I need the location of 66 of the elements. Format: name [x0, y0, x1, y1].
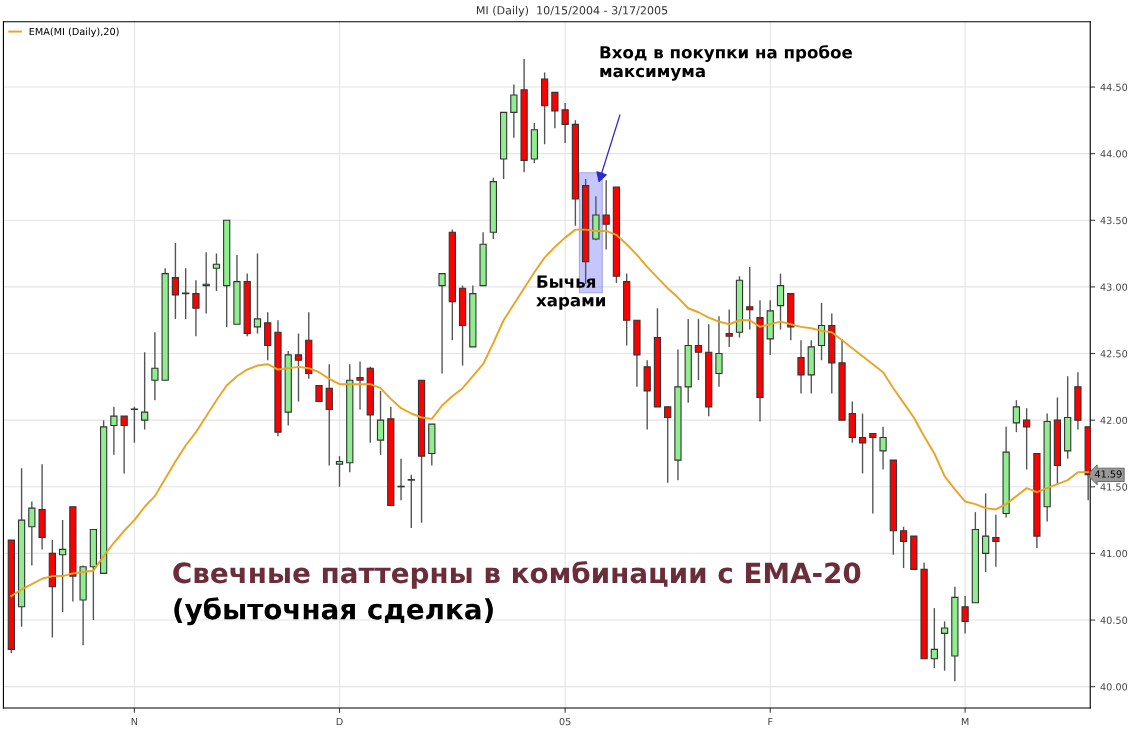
y-tick-label: 40.50: [1100, 616, 1128, 624]
candlestick: [643, 359, 651, 431]
chart-title: MI (Daily) 10/15/2004 - 3/17/2005: [476, 5, 668, 17]
candlestick: [961, 595, 969, 635]
text: 41.59: [1094, 470, 1122, 478]
y-tick-label: 43.00: [1100, 283, 1128, 291]
candlestick: [438, 272, 446, 375]
candlestick: [981, 492, 990, 573]
candlestick: [325, 363, 333, 467]
candlestick: [879, 426, 887, 471]
candlestick: [253, 252, 262, 335]
annotation: Вход в покупки на пробое максимума: [600, 45, 853, 81]
y-tick-label: 42.50: [1100, 350, 1128, 358]
candlestick: [510, 83, 518, 139]
annotation: (убыточная сделка): [174, 597, 493, 626]
candlestick: [212, 252, 221, 292]
y-tick-label: 44.50: [1100, 83, 1128, 91]
y-tick-label: 40.00: [1100, 683, 1128, 691]
annotation: Бычья харами: [536, 275, 606, 310]
x-tick-label: F: [768, 718, 773, 726]
candlestick: [858, 412, 867, 475]
candlestick: [869, 432, 877, 515]
legend-label: EMA(MI (Daily),20): [29, 27, 119, 37]
candlestick: [940, 620, 949, 672]
candlestick: [110, 406, 118, 456]
candlestick: [746, 266, 754, 331]
candlestick: [1012, 399, 1021, 433]
candlestick: [376, 390, 385, 456]
y-tick-label: 42.00: [1100, 416, 1128, 425]
y-tick-label: 43.50: [1100, 216, 1128, 225]
candlestick: [899, 526, 908, 569]
candlestick: [694, 318, 703, 381]
annotation: Свечные паттерны в комбинации с EMA-20: [173, 560, 861, 589]
candlestick: [776, 272, 785, 331]
candlestick: [407, 474, 415, 529]
candlestick: [58, 519, 67, 613]
candlestick: [930, 607, 938, 669]
candlestick: [848, 400, 856, 444]
candlestick: [335, 455, 344, 488]
candlestick: [725, 308, 733, 348]
x-tick-label: N: [131, 718, 138, 726]
x-tick-label: D: [336, 718, 343, 726]
candlestick: [182, 267, 190, 320]
candlestick: [192, 279, 200, 337]
candlestick: [28, 500, 36, 567]
x-tick-label: 05: [559, 717, 571, 726]
candlestick: [602, 179, 610, 251]
y-tick-label: 41.00: [1100, 549, 1128, 558]
x-tick-label: M: [961, 718, 969, 726]
candlestick: [551, 91, 559, 130]
candlestick: [202, 251, 210, 315]
candlestick: [141, 351, 149, 431]
candlestick: [664, 406, 672, 484]
candlestick: [264, 311, 272, 361]
candlestick: [715, 315, 723, 388]
candlestick: [171, 242, 180, 320]
candlestick: [797, 339, 805, 395]
candlestick: [992, 514, 1000, 568]
candlestick: [294, 332, 303, 403]
candlestick: [120, 415, 128, 475]
candlestick: [151, 331, 159, 401]
candlestick: [356, 360, 364, 411]
y-tick-label: 41.50: [1100, 483, 1128, 491]
candlestick: [130, 406, 139, 444]
candlestick: [561, 102, 569, 144]
y-tick-label: 44.00: [1100, 150, 1128, 158]
